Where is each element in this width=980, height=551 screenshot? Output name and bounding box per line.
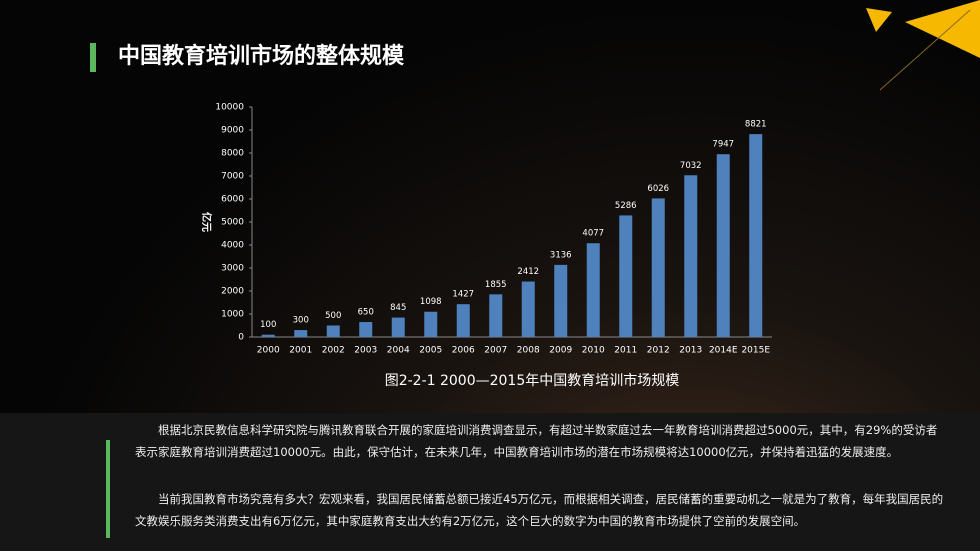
data-label: 100 — [260, 320, 276, 330]
data-label: 1855 — [485, 280, 507, 290]
data-label: 4077 — [582, 229, 604, 239]
bar — [554, 264, 568, 337]
x-tick-label: 2004 — [387, 346, 410, 356]
y-axis-label: 亿元 — [200, 212, 213, 232]
x-tick-label: 2007 — [484, 346, 507, 356]
bar — [586, 243, 600, 337]
y-tick-label: 3000 — [221, 264, 244, 274]
y-tick-label: 5000 — [221, 218, 244, 228]
bar — [716, 154, 730, 337]
decoration — [879, 9, 971, 91]
data-label: 5286 — [615, 201, 637, 211]
chart-caption: 图2-2-1 2000—2015年中国教育培训市场规模 — [385, 372, 680, 389]
slide-title: 中国教育培训市场的整体规模 — [118, 43, 405, 69]
data-label: 8821 — [745, 120, 767, 130]
y-tick-label: 8000 — [221, 149, 244, 159]
x-tick-label: 2010 — [582, 346, 605, 356]
bar — [359, 322, 373, 337]
y-tick-label: 10000 — [215, 103, 244, 113]
paragraph: 当前我国教育市场究竟有多大？宏观来看，我国居民储蓄总额已接近45万亿元，而根据相… — [135, 492, 944, 528]
bar — [651, 198, 665, 337]
data-label: 7947 — [712, 140, 734, 150]
x-tick-label: 2009 — [549, 346, 572, 356]
y-tick-label: 1000 — [221, 310, 244, 320]
bar — [521, 281, 535, 337]
x-tick-label: 2002 — [322, 346, 345, 356]
bar — [391, 317, 405, 337]
bar — [684, 175, 698, 337]
x-tick-label: 2003 — [354, 346, 377, 356]
bar — [749, 134, 763, 337]
y-tick-label: 0 — [238, 333, 244, 343]
data-label: 650 — [358, 308, 374, 318]
x-tick-label: 2006 — [452, 346, 475, 356]
decoration — [866, 8, 892, 32]
bar — [489, 294, 503, 337]
decoration — [905, 0, 980, 58]
data-label: 1098 — [420, 297, 442, 307]
paragraph: 根据北京民教信息科学研究院与腾讯教育联合开展的家庭培训消费调查显示，有超过半数家… — [135, 423, 938, 459]
bar — [294, 330, 308, 337]
bar — [424, 311, 438, 337]
x-tick-label: 2014E — [709, 346, 738, 356]
panel-bar — [106, 440, 110, 538]
bar — [619, 215, 633, 337]
data-label: 3136 — [550, 250, 572, 260]
x-tick-label: 2005 — [419, 346, 442, 356]
data-label: 300 — [293, 316, 309, 326]
x-tick-label: 2001 — [289, 346, 312, 356]
x-tick-label: 2015E — [741, 346, 770, 356]
x-tick-label: 2008 — [517, 346, 540, 356]
y-tick-label: 2000 — [221, 287, 244, 297]
data-label: 7032 — [680, 161, 702, 171]
data-label: 1427 — [452, 290, 474, 300]
data-label: 6026 — [647, 184, 669, 194]
bar — [261, 334, 275, 337]
data-label: 845 — [390, 303, 406, 313]
bar — [326, 325, 340, 337]
bar — [456, 304, 470, 337]
text-panel — [0, 413, 980, 551]
x-tick-label: 2012 — [647, 346, 670, 356]
data-label: 2412 — [517, 267, 539, 277]
title-bar — [90, 43, 96, 72]
y-tick-label: 4000 — [221, 241, 244, 251]
x-tick-label: 2011 — [614, 346, 637, 356]
x-tick-label: 2013 — [679, 346, 702, 356]
y-tick-label: 6000 — [221, 195, 244, 205]
y-tick-label: 7000 — [221, 172, 244, 182]
y-tick-label: 9000 — [221, 126, 244, 136]
data-label: 500 — [325, 311, 341, 321]
x-tick-label: 2000 — [257, 346, 280, 356]
